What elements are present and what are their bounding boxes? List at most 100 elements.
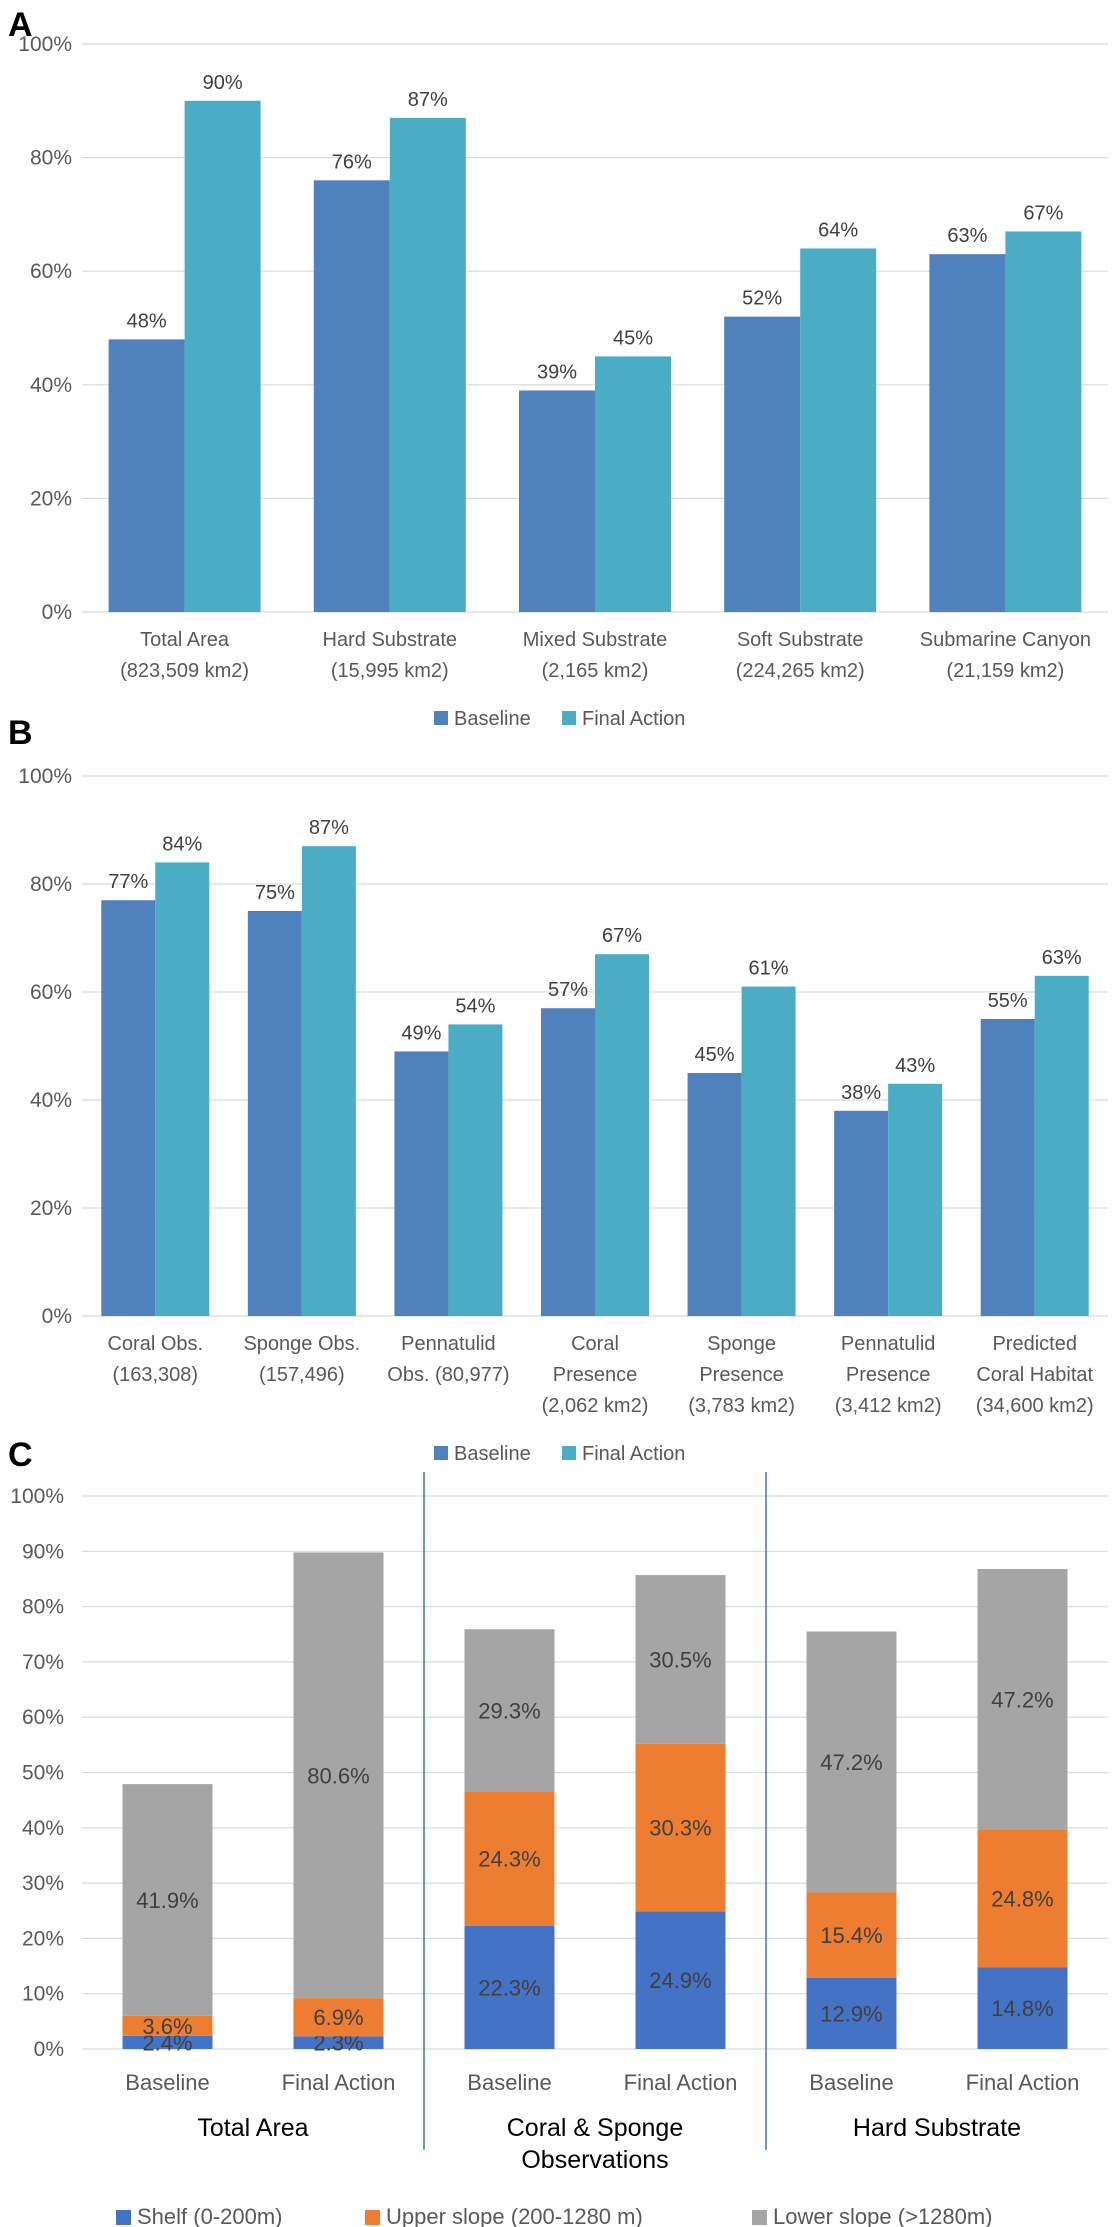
stacked-segment bbox=[977, 1967, 1068, 2049]
y-tick-label: 60% bbox=[22, 1706, 64, 1729]
stacked-segment bbox=[464, 1629, 555, 1792]
bar-baseline bbox=[724, 316, 801, 612]
x-tick-label: (157,496) bbox=[259, 1364, 345, 1386]
y-tick-label: 0% bbox=[34, 2038, 64, 2061]
stacked-segment bbox=[464, 1791, 555, 1926]
bar-final-action bbox=[888, 1083, 943, 1316]
legend-label: Lower slope (>1280m) bbox=[773, 2204, 993, 2227]
x-tick-label: Coral bbox=[571, 1333, 619, 1355]
bar-final-action bbox=[155, 862, 210, 1316]
x-tick-label: Presence bbox=[553, 1364, 638, 1386]
x-tick-label: (34,600 km2) bbox=[976, 1395, 1094, 1417]
stacked-segment bbox=[977, 1830, 1068, 1968]
segment-label: 24.9% bbox=[649, 1968, 711, 1993]
bar-baseline bbox=[519, 390, 595, 612]
x-tick-label: Coral Obs. bbox=[107, 1333, 203, 1355]
y-tick-label: 40% bbox=[30, 1089, 72, 1112]
legend-swatch bbox=[434, 711, 448, 725]
y-tick-label: 100% bbox=[18, 33, 72, 56]
panel-b-label: B bbox=[8, 714, 33, 752]
data-label: 38% bbox=[841, 1082, 881, 1104]
x-tick-label: Presence bbox=[846, 1364, 931, 1386]
y-tick-label: 80% bbox=[30, 873, 72, 896]
y-tick-label: 50% bbox=[22, 1762, 64, 1785]
legend-swatch bbox=[365, 2210, 380, 2225]
data-label: 64% bbox=[818, 219, 858, 241]
y-tick-label: 40% bbox=[22, 1817, 64, 1840]
legend-swatch bbox=[116, 2210, 131, 2225]
bar-final-action bbox=[741, 986, 796, 1316]
segment-label: 24.3% bbox=[478, 1846, 540, 1871]
bar-final-action bbox=[800, 248, 877, 613]
segment-label: 22.3% bbox=[478, 1975, 540, 2000]
y-tick-label: 20% bbox=[30, 1197, 72, 1220]
x-tick-label: Soft Substrate bbox=[737, 629, 864, 651]
group-label: Hard Substrate bbox=[853, 2114, 1021, 2142]
data-label: 67% bbox=[602, 925, 642, 947]
legend-swatch bbox=[562, 711, 576, 725]
stacked-segment bbox=[122, 2035, 213, 2049]
segment-label: 14.8% bbox=[991, 1996, 1053, 2021]
stacked-segment bbox=[806, 1892, 897, 1978]
y-tick-label: 0% bbox=[42, 1305, 72, 1328]
stacked-segment bbox=[122, 1784, 213, 2016]
y-tick-label: 20% bbox=[30, 487, 72, 510]
x-tick-label: (21,159 km2) bbox=[946, 660, 1064, 682]
segment-label: 30.5% bbox=[649, 1647, 711, 1672]
bar-final-action bbox=[1005, 231, 1082, 612]
stacked-segment bbox=[293, 2036, 384, 2049]
chart-b: 0% 20% 40% 60% 80% 100% 77% 84% Coral Obs. (163,3… bbox=[18, 765, 1108, 1465]
bar-baseline bbox=[313, 180, 390, 612]
segment-label: 47.2% bbox=[991, 1688, 1053, 1713]
x-tick-label: (823,509 km2) bbox=[120, 660, 249, 682]
data-label: 49% bbox=[401, 1022, 441, 1044]
bar-baseline bbox=[834, 1110, 889, 1316]
legend-swatch bbox=[562, 1446, 576, 1460]
segment-label: 24.8% bbox=[991, 1887, 1053, 1912]
data-label: 55% bbox=[988, 990, 1028, 1012]
stacked-segment bbox=[635, 1575, 726, 1744]
segment-label: 3.6% bbox=[142, 2014, 192, 2039]
segment-label: 12.9% bbox=[820, 2001, 882, 2026]
segment-label: 41.9% bbox=[136, 1888, 198, 1913]
data-label: 57% bbox=[548, 979, 588, 1001]
y-tick-label: 100% bbox=[10, 1485, 64, 1508]
panel-c-label: C bbox=[8, 1436, 33, 1474]
bar-final-action bbox=[595, 356, 671, 612]
segment-label: 80.6% bbox=[307, 1763, 369, 1788]
group-label: Coral & Sponge bbox=[507, 2114, 684, 2142]
x-tick-label: (15,995 km2) bbox=[331, 660, 449, 682]
legend-swatch bbox=[434, 1446, 448, 1460]
data-label: 84% bbox=[162, 833, 202, 855]
data-label: 48% bbox=[127, 310, 167, 332]
x-tick-label: Baseline bbox=[125, 2070, 209, 2095]
stacked-segment bbox=[293, 1552, 384, 1999]
panel-a-label: A bbox=[8, 6, 33, 44]
group-label: Total Area bbox=[197, 2114, 308, 2142]
x-tick-label: Sponge bbox=[707, 1333, 776, 1355]
data-label: 67% bbox=[1023, 202, 1063, 224]
y-tick-label: 0% bbox=[42, 601, 72, 624]
y-tick-label: 10% bbox=[22, 1983, 64, 2006]
legend-label: Baseline bbox=[454, 708, 531, 730]
y-tick-label: 100% bbox=[18, 765, 72, 788]
x-tick-label: Total Area bbox=[140, 629, 230, 651]
stacked-segment bbox=[806, 1977, 897, 2049]
legend-label: Baseline bbox=[454, 1443, 531, 1465]
stacked-segment bbox=[464, 1925, 555, 2049]
data-label: 39% bbox=[537, 361, 577, 383]
bar-final-action bbox=[1034, 975, 1089, 1316]
bar-baseline bbox=[394, 1051, 449, 1316]
legend-label: Upper slope (200-1280 m) bbox=[386, 2204, 643, 2227]
legend-swatch bbox=[752, 2210, 767, 2225]
segment-label: 29.3% bbox=[478, 1698, 540, 1723]
x-tick-label: (2,062 km2) bbox=[542, 1395, 649, 1417]
chart-a: 0% 20% 40% 60% 80% 100% 48% 90% Total Area (823,5… bbox=[18, 33, 1108, 730]
x-tick-label: (2,165 km2) bbox=[542, 660, 649, 682]
y-tick-label: 40% bbox=[30, 374, 72, 397]
bar-final-action bbox=[595, 954, 649, 1316]
y-tick-label: 60% bbox=[30, 260, 72, 283]
data-label: 75% bbox=[255, 882, 295, 904]
y-tick-label: 70% bbox=[22, 1651, 64, 1674]
bar-baseline bbox=[108, 339, 185, 612]
